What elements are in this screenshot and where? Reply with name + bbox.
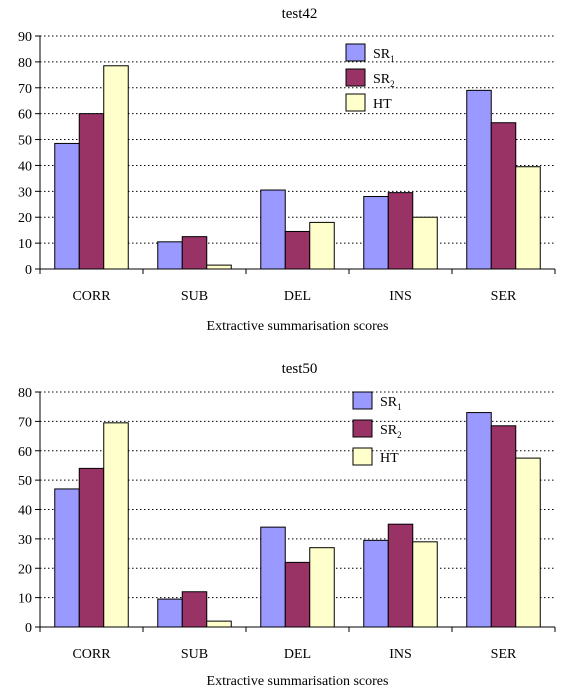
y-tick-label: 60 (18, 445, 32, 460)
bar-ht-del (309, 221, 335, 270)
bar-ht-ins (412, 216, 438, 270)
y-tick-label: 30 (18, 533, 32, 548)
x-tick-label: INS (389, 289, 412, 304)
y-tick-label: 40 (18, 159, 32, 174)
y-tick-label: 0 (25, 263, 32, 278)
bar-sr1-del (260, 189, 286, 270)
legend-swatch (352, 419, 373, 438)
legend-swatch (345, 43, 366, 62)
bar-sr2-corr (78, 467, 105, 628)
legend-swatch (345, 93, 366, 112)
bar-sr1-corr (54, 488, 80, 628)
y-tick-label: 10 (18, 592, 32, 607)
y-tick-label: 50 (18, 474, 32, 489)
legend: SR1 SR2 HT (352, 391, 402, 466)
legend-label: SR1 (373, 47, 395, 64)
bar-sr2-sub (181, 591, 208, 628)
y-tick-label: 30 (18, 185, 32, 200)
bar-ht-ser (515, 457, 541, 628)
bar-sr2-ins (387, 523, 414, 628)
x-tick-label: DEL (284, 647, 311, 662)
bar-sr2-ser (490, 122, 517, 270)
y-tick-label: 70 (18, 82, 32, 97)
x-tick-label: INS (389, 647, 412, 662)
legend-label: SR2 (380, 423, 402, 440)
y-tick-label: 50 (18, 134, 32, 149)
y-tick-label: 40 (18, 504, 32, 519)
legend-label: HT (380, 451, 399, 466)
x-axis-label: Extractive summarisation scores (207, 319, 389, 334)
y-tick-label: 70 (18, 415, 32, 430)
bar-sr2-ins (387, 192, 414, 270)
legend-label: SR1 (380, 395, 402, 412)
x-axis-label: Extractive summarisation scores (207, 674, 389, 689)
x-tick-label: CORR (72, 647, 111, 662)
bar-sr1-sub (157, 241, 183, 270)
legend-swatch (352, 391, 373, 410)
chart-test42: test42 0 10 20 30 40 50 60 70 80 90 CORR SUB DEL INS SE… (18, 6, 556, 334)
legend-label: SR2 (373, 72, 395, 89)
chart-title: test50 (282, 361, 318, 377)
bar-sr2-sub (181, 236, 208, 270)
bar-ht-ins (412, 541, 438, 628)
x-tick-label: CORR (72, 289, 111, 304)
chart-title: test42 (282, 6, 318, 22)
bar-sr1-ser (466, 412, 492, 628)
bar-ht-sub (206, 264, 232, 270)
y-tick-label: 80 (18, 386, 32, 401)
bar-ht-corr (103, 422, 129, 628)
x-tick-label: SER (491, 647, 517, 662)
x-tick-label: SUB (181, 647, 208, 662)
y-tick-label: 90 (18, 30, 32, 45)
bar-sr2-corr (78, 113, 105, 270)
bar-ht-del (309, 547, 335, 628)
legend-label: HT (373, 97, 392, 112)
x-tick-label: DEL (284, 289, 311, 304)
legend-swatch (345, 68, 366, 87)
bar-sr1-sub (157, 598, 183, 628)
bar-sr2-del (284, 230, 311, 270)
bar-sr2-ser (490, 425, 517, 628)
y-tick-label: 20 (18, 562, 32, 577)
legend-swatch (352, 447, 373, 466)
y-tick-label: 80 (18, 56, 32, 71)
x-tick-label: SER (491, 289, 517, 304)
y-tick-label: 10 (18, 237, 32, 252)
bar-ht-sub (206, 620, 232, 628)
chart-test50: test50 0 10 20 30 40 50 60 70 80 CORR SUB DEL INS SER E… (18, 361, 556, 689)
bar-ht-ser (515, 166, 541, 270)
bar-sr1-ins (363, 539, 389, 628)
bar-sr2-del (284, 561, 311, 628)
y-tick-label: 60 (18, 108, 32, 123)
y-tick-label: 20 (18, 211, 32, 226)
bar-sr1-del (260, 526, 286, 628)
legend: SR1 SR2 HT (345, 43, 395, 112)
bar-sr1-ser (466, 89, 492, 270)
bar-ht-corr (103, 65, 129, 270)
y-tick-label: 0 (25, 621, 32, 636)
x-tick-label: SUB (181, 289, 208, 304)
bar-sr1-ins (363, 196, 389, 270)
bar-sr1-corr (54, 142, 80, 270)
